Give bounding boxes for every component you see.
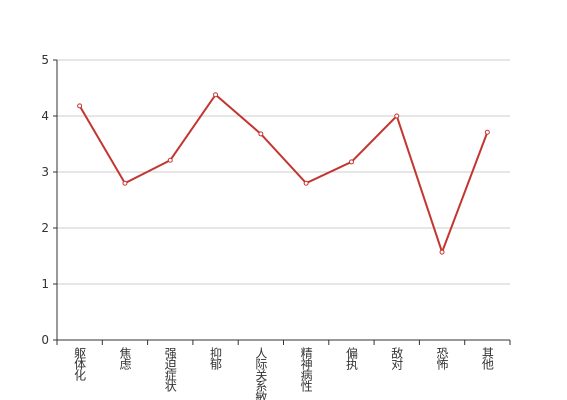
x-tick-label: 强迫症状 bbox=[163, 347, 177, 392]
y-tick-label: 1 bbox=[41, 277, 49, 291]
x-tick-label: 抑郁 bbox=[209, 346, 223, 371]
y-tick-label: 2 bbox=[41, 221, 49, 235]
x-tick-label: 人际关系敏感 bbox=[254, 347, 268, 400]
point bbox=[303, 180, 309, 186]
x-tick-label: 偏执 bbox=[344, 346, 358, 371]
y-tick-label: 3 bbox=[41, 165, 49, 179]
point bbox=[213, 92, 219, 98]
point bbox=[394, 113, 400, 119]
x-tick-label: 敌对 bbox=[390, 346, 404, 370]
x-tick-label: 焦虑 bbox=[118, 347, 132, 370]
point bbox=[258, 131, 264, 137]
x-tick-label: 精神病性 bbox=[299, 347, 313, 393]
y-tick-label: 4 bbox=[41, 109, 49, 123]
point bbox=[167, 157, 173, 163]
y-tick-label: 0 bbox=[41, 333, 49, 347]
point bbox=[122, 180, 128, 186]
x-tick-label: 躯体化 bbox=[73, 346, 87, 382]
x-tick-label: 其他 bbox=[480, 347, 494, 370]
point bbox=[348, 159, 354, 165]
line bbox=[78, 93, 489, 256]
point bbox=[484, 129, 490, 135]
point bbox=[439, 249, 445, 255]
y-tick-label: 5 bbox=[41, 53, 49, 67]
x-tick-label: 恐怖 bbox=[435, 347, 449, 370]
point bbox=[77, 103, 83, 109]
